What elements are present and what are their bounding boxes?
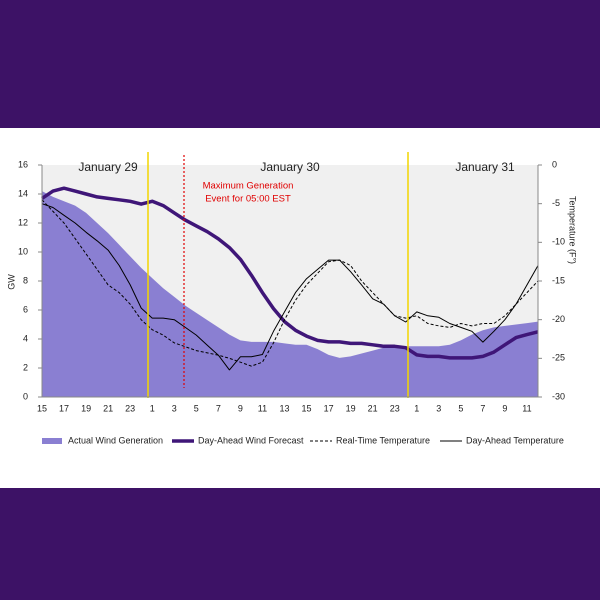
y-tick-label: 2 [23,362,28,372]
x-tick-label: 7 [480,403,485,413]
x-tick-label: 5 [458,403,463,413]
x-tick-label: 1 [150,403,155,413]
x-tick-label: 11 [522,403,531,413]
x-tick-label: 19 [81,403,91,413]
marks [41,186,539,397]
y-tick-label: 0 [23,391,28,401]
annotation: Maximum Generation [203,181,294,192]
y-tick-label: 6 [23,304,28,314]
x-tick-label: 17 [324,403,334,413]
day-label: January 31 [455,160,515,174]
x-tick-label: 23 [125,403,135,413]
y2-tick-label: -5 [552,198,560,208]
x-tick-label: 9 [502,403,507,413]
x-tick-label: 5 [194,403,199,413]
legend-label: Real-Time Temperature [336,435,430,445]
x-tick-label: 1 [414,403,419,413]
annotation: Event for 05:00 EST [205,194,291,205]
x-tick-label: 3 [172,403,177,413]
x-tick-label: 17 [59,403,69,413]
y-tick-label: 16 [18,159,28,169]
legend-label: Day-Ahead Temperature [466,435,564,445]
x-tick-label: 13 [279,403,289,413]
y2-tick-label: -10 [552,237,565,247]
y2-tick-label: -30 [552,391,565,401]
legend-label: Day-Ahead Wind Forecast [198,435,304,445]
x-tick-label: 3 [436,403,441,413]
legend-label: Actual Wind Generation [68,435,163,445]
x-tick-label: 21 [368,403,378,413]
y2-tick-label: -15 [552,275,565,285]
area [42,191,538,397]
y-tick-label: 14 [18,188,28,198]
x-tick-label: 21 [103,403,113,413]
line [41,203,539,371]
line [41,186,539,360]
y-tick-label: 12 [18,217,28,227]
x-tick-label: 19 [346,403,356,413]
y2-tick-label: -20 [552,314,565,324]
x-tick-label: 7 [216,403,221,413]
y-tick-label: 10 [18,246,28,256]
y2-tick-label: -25 [552,353,565,363]
x-tick-label: 15 [37,403,47,413]
y2-axis-label: Temperature (F°) [568,196,578,264]
x-tick-label: 15 [302,403,312,413]
x-tick-label: 11 [258,403,267,413]
day-label: January 29 [78,160,138,174]
legend-swatch [42,438,62,444]
x-tick-label: 9 [238,403,243,413]
day-label: January 30 [260,160,320,174]
y-axis-label: GW [6,274,16,290]
y-tick-label: 4 [23,333,28,343]
y2-tick-label: 0 [552,159,557,169]
y-tick-label: 8 [23,275,28,285]
x-tick-label: 23 [390,403,400,413]
